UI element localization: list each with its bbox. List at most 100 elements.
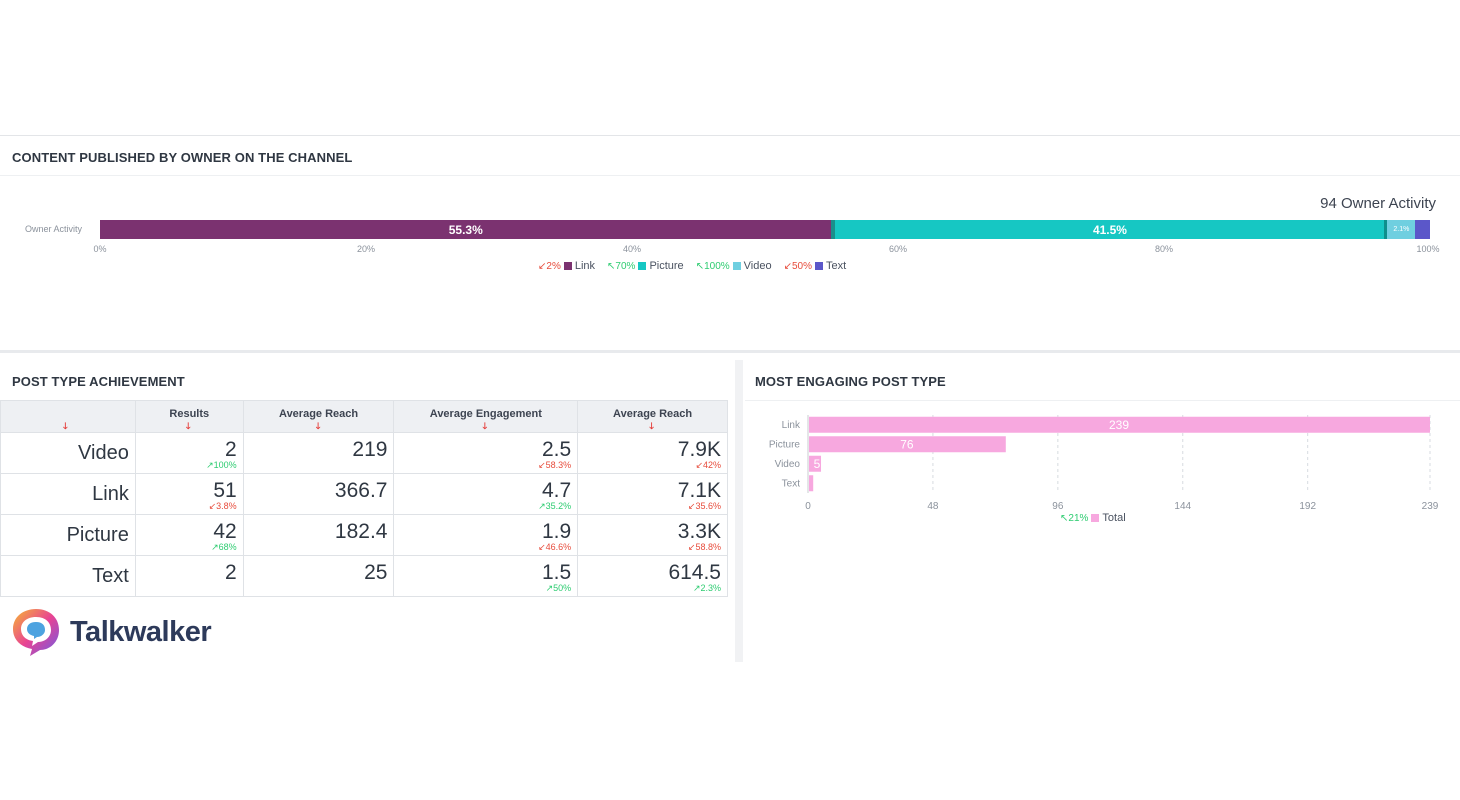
column-header-type[interactable]: 🡓: [0, 400, 136, 433]
x-tick-label: 144: [1174, 501, 1191, 512]
table-row-video[interactable]: Video 2 ↗100% 219 2.5 ↙58.3% 7.9K ↙42%: [0, 432, 728, 474]
content-section-title: CONTENT PUBLISHED BY OWNER ON THE CHANNE…: [12, 150, 353, 165]
segment-picture[interactable]: 41.5%: [835, 220, 1388, 239]
x-tick-label: 96: [1052, 501, 1064, 512]
engaging-title-separator: [745, 400, 1460, 401]
table-cell: 1.9 ↙46.6%: [393, 514, 579, 556]
cell-value: 182.4: [334, 520, 388, 543]
cell-value: 42: [213, 520, 237, 543]
cell-change: ↙46.6%: [538, 542, 572, 552]
legend-change-text: ↙50%: [783, 260, 812, 272]
table-cell: 2: [134, 555, 244, 597]
x-tick-label: 48: [927, 501, 939, 512]
cell-value: 2: [225, 438, 237, 461]
legend-item-text[interactable]: ↙50% Text: [784, 260, 847, 272]
legend-label-link: Link: [574, 260, 596, 272]
cell-value: 219: [352, 438, 388, 461]
legend-item-total[interactable]: ↖21% Total: [1060, 512, 1126, 524]
legend-swatch-text: [815, 262, 823, 270]
category-label-picture: Picture: [769, 439, 801, 450]
cell-value: 7.9K: [677, 438, 721, 461]
table-cell: 42 ↗68%: [134, 514, 244, 556]
cell-change: ↗68%: [211, 542, 237, 552]
legend-item-link[interactable]: ↙2% Link: [538, 260, 595, 272]
legend-item-video[interactable]: ↖100% Video: [696, 260, 772, 272]
cell-change: ↙3.8%: [208, 501, 237, 511]
cell-value: 1.5: [541, 561, 572, 584]
legend-change-video: ↖100%: [695, 260, 730, 272]
row-label-text: Text: [0, 555, 136, 597]
table-cell: 7.9K ↙42%: [577, 432, 728, 474]
sort-arrow-icon: 🡓: [185, 421, 191, 431]
cell-value: 7.1K: [677, 479, 721, 502]
axis-tick-40: 40%: [622, 244, 642, 254]
column-header-results[interactable]: Results 🡓: [134, 400, 244, 433]
cell-change: ↗35.2%: [538, 501, 572, 511]
engaging-legend: ↖21% Total: [1060, 512, 1138, 524]
row-label-video: Video: [0, 432, 136, 474]
sort-arrow-icon: 🡓: [649, 421, 654, 431]
category-label-link: Link: [782, 420, 801, 431]
axis-tick-80: 80%: [1154, 244, 1174, 254]
talkwalker-logo-icon: [13, 609, 59, 656]
legend-swatch-video: [732, 262, 741, 270]
cell-value: 3.3K: [677, 520, 721, 543]
segment-link-label: 55.3%: [448, 222, 483, 237]
data-label-video: 5: [814, 457, 821, 471]
legend-change-link: ↙2%: [538, 260, 561, 272]
cell-value: 614.5: [668, 561, 721, 584]
table-cell: 4.7 ↗35.2%: [393, 473, 579, 515]
axis-tick-0: 0%: [93, 244, 107, 254]
legend-swatch-link: [563, 262, 572, 270]
section-separator: [0, 350, 1460, 353]
cell-change: ↗50%: [545, 583, 572, 593]
table-cell: 366.7: [242, 473, 395, 515]
cell-change: ↙58.8%: [687, 542, 721, 552]
data-label-link: 239: [1109, 418, 1129, 432]
legend-change-total: ↖21%: [1060, 512, 1089, 524]
legend-label-video: Video: [743, 260, 772, 272]
top-separator: [0, 135, 1460, 136]
data-label-picture: 76: [900, 437, 914, 451]
table-header-row: 🡓 Results 🡓 Average Reach 🡓 Average Engage…: [0, 400, 728, 433]
legend-label-text: Text: [826, 260, 847, 272]
segment-link[interactable]: 55.3%: [100, 220, 836, 239]
segment-text[interactable]: [1415, 220, 1430, 239]
sort-arrow-icon: 🡓: [63, 421, 68, 431]
x-tick-label: 239: [1422, 501, 1439, 512]
table-cell: 7.1K ↙35.6%: [577, 473, 728, 515]
talkwalker-wordmark: Talkwalker: [70, 615, 212, 648]
bar-text[interactable]: [809, 475, 814, 492]
axis-tick-100: 100%: [1416, 244, 1440, 254]
table-row-link[interactable]: Link 51 ↙3.8% 366.7 4.7 ↗35.2% 7.1K ↙35.6%: [0, 473, 728, 515]
bar-video[interactable]: [809, 455, 822, 472]
legend-item-picture[interactable]: ↖70% Picture: [607, 260, 684, 272]
sort-arrow-icon: 🡓: [315, 421, 321, 431]
row-label-link: Link: [0, 473, 136, 515]
post-type-section-title: POST TYPE ACHIEVEMENT: [12, 374, 185, 389]
content-legend: ↙2% Link ↖70% Picture ↖100% Video ↙50% T…: [538, 260, 858, 272]
legend-swatch-total: [1091, 514, 1100, 522]
cell-change: ↙58.3%: [538, 460, 572, 470]
sort-arrow-icon: 🡓: [482, 421, 488, 431]
cell-value: 4.7: [541, 479, 572, 502]
cell-change: ↙42%: [695, 460, 721, 470]
talkwalker-logo: Talkwalker: [10, 606, 212, 658]
legend-change-picture: ↖70%: [607, 260, 636, 272]
bar-picture[interactable]: [809, 436, 1006, 453]
table-cell: 25: [242, 555, 395, 597]
x-tick-label: 0: [805, 501, 811, 512]
bar-link[interactable]: [809, 416, 1430, 433]
column-header-average-reach-2[interactable]: Average Reach 🡓: [577, 400, 728, 433]
column-header-average-reach[interactable]: Average Reach 🡓: [242, 400, 395, 433]
table-row-picture[interactable]: Picture 42 ↗68% 182.4 1.9 ↙46.6% 3.3K ↙58.8%: [0, 514, 728, 556]
cell-value: 25: [364, 561, 388, 584]
table-row-text[interactable]: Text 2 25 1.5 ↗50% 614.5 ↗2.3%: [0, 555, 728, 597]
legend-swatch-picture: [638, 262, 647, 270]
panel-divider: [735, 360, 743, 662]
segment-picture-label: 41.5%: [1092, 222, 1127, 237]
segment-video[interactable]: 2.1%: [1387, 220, 1416, 239]
cell-change: ↗2.3%: [692, 583, 721, 593]
column-header-average-engagement[interactable]: Average Engagement 🡓: [393, 400, 579, 433]
x-tick-label: 192: [1299, 501, 1316, 512]
